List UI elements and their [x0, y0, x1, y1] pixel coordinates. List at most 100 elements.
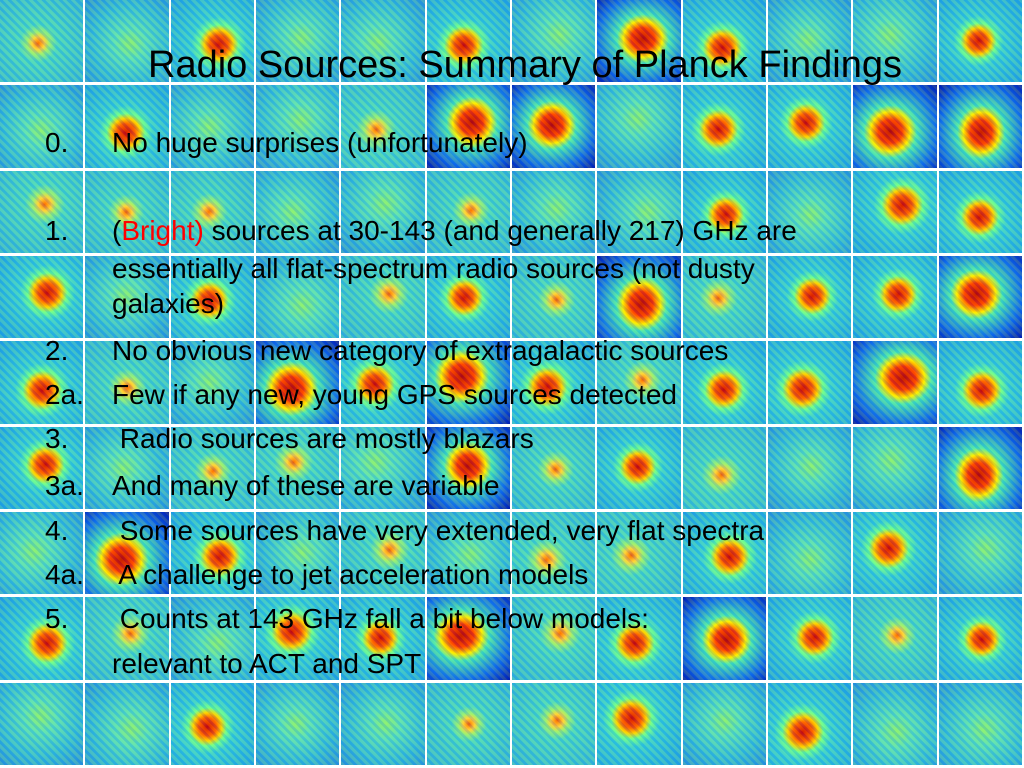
sky-tile: [170, 170, 254, 253]
sky-tile: [0, 256, 84, 339]
sky-tile: [426, 341, 510, 424]
sky-tile: [682, 512, 766, 595]
item-text: (Bright) sources at 30-143 (and generall…: [112, 215, 797, 247]
text-run: sources at 30-143 (and generally 217) GH…: [203, 215, 797, 246]
item-text: No obvious new category of extragalactic…: [112, 335, 729, 366]
sky-tile: [256, 170, 340, 253]
sky-tile: [853, 597, 937, 680]
sky-tile: [682, 0, 766, 83]
item-number: 2.: [45, 335, 69, 366]
sky-tile: [597, 512, 681, 595]
sky-tile: [256, 597, 340, 680]
sky-tile: [597, 85, 681, 168]
item-text: galaxies): [112, 288, 225, 319]
sky-tile: [768, 256, 852, 339]
item-number: 4a.: [45, 559, 84, 590]
sky-tile: [938, 341, 1022, 424]
sky-tile: [853, 170, 937, 253]
sky-tile: [426, 0, 510, 83]
sky-tile: [768, 341, 852, 424]
sky-tile: [85, 512, 169, 595]
sky-tile: [853, 341, 937, 424]
sky-tile: [0, 341, 84, 424]
text-run: Bright): [121, 215, 204, 246]
sky-tile: [426, 85, 510, 168]
sky-tile: [512, 426, 596, 509]
item-number: 1.: [45, 215, 69, 246]
sky-tile: [256, 341, 340, 424]
sky-tile: [597, 597, 681, 680]
sky-tile: [853, 85, 937, 168]
sky-tile: [853, 426, 937, 509]
sky-tile: [341, 256, 425, 339]
sky-tile: [170, 341, 254, 424]
item-number: 5.: [45, 603, 69, 634]
item-text: No huge surprises (unfortunately): [112, 127, 528, 158]
sky-tile: [170, 85, 254, 168]
sky-tile: [170, 597, 254, 680]
sky-tile: [170, 682, 254, 765]
item-number: 0.: [45, 127, 69, 158]
sky-tile: [682, 341, 766, 424]
sky-tile: [512, 512, 596, 595]
sky-tile: [170, 512, 254, 595]
sky-tile: [512, 0, 596, 83]
sky-tile: [341, 0, 425, 83]
sky-tile: [170, 256, 254, 339]
sky-tile: [768, 0, 852, 83]
sky-tile: [85, 597, 169, 680]
sky-tile: [768, 597, 852, 680]
sky-tile: [597, 426, 681, 509]
sky-tile: [938, 512, 1022, 595]
sky-tile: [256, 256, 340, 339]
sky-tile: [597, 0, 681, 83]
sky-tile: [341, 597, 425, 680]
sky-tile: [597, 682, 681, 765]
sky-tile: [512, 682, 596, 765]
sky-tile: [426, 426, 510, 509]
sky-tile: [341, 85, 425, 168]
sky-tile: [597, 256, 681, 339]
sky-tile: [341, 512, 425, 595]
sky-tile: [256, 682, 340, 765]
sky-tile: [512, 170, 596, 253]
sky-tile: [853, 512, 937, 595]
item-text: Counts at 143 GHz fall a bit below model…: [112, 603, 649, 634]
sky-tile: [597, 341, 681, 424]
sky-tile: [0, 170, 84, 253]
sky-tile: [853, 0, 937, 83]
sky-tile: [256, 512, 340, 595]
sky-tile: [85, 85, 169, 168]
sky-tile: [682, 682, 766, 765]
sky-tile: [938, 0, 1022, 83]
sky-tile: [341, 341, 425, 424]
sky-tile: [0, 682, 84, 765]
item-number: 3.: [45, 423, 69, 454]
sky-tile: [85, 170, 169, 253]
sky-tile: [853, 682, 937, 765]
item-number: 3a.: [45, 470, 84, 501]
sky-tile: [256, 0, 340, 83]
item-text: essentially all flat-spectrum radio sour…: [112, 253, 755, 284]
sky-tile: [938, 85, 1022, 168]
sky-tile: [938, 256, 1022, 339]
sky-tile: [0, 426, 84, 509]
item-text: And many of these are variable: [112, 470, 500, 501]
sky-tile: [682, 85, 766, 168]
sky-tile: [768, 85, 852, 168]
sky-tile: [938, 170, 1022, 253]
sky-tile: [938, 426, 1022, 509]
sky-tile: [853, 256, 937, 339]
item-text: Radio sources are mostly blazars: [112, 423, 534, 454]
sky-tile: [768, 170, 852, 253]
sky-tile: [426, 597, 510, 680]
sky-tile: [170, 426, 254, 509]
sky-tile: [938, 682, 1022, 765]
sky-tile: [85, 0, 169, 83]
sky-tile: [170, 0, 254, 83]
sky-tile: [512, 256, 596, 339]
sky-tile: [682, 256, 766, 339]
sky-tile: [0, 597, 84, 680]
